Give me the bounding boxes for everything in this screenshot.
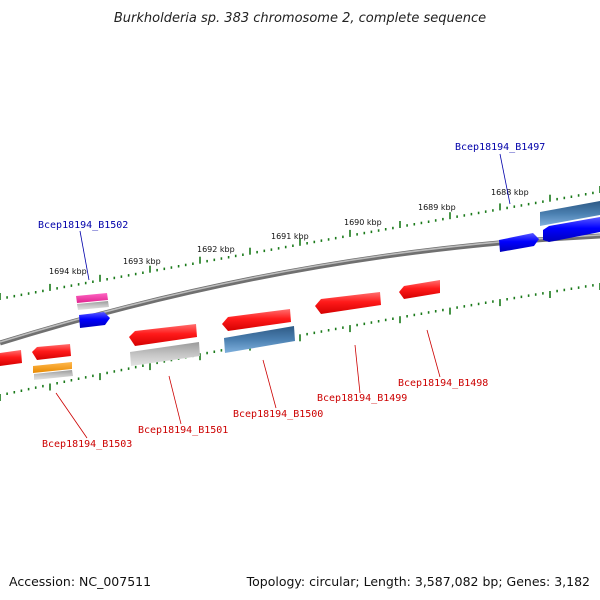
- gene-B1500-steelblue[interactable]: [224, 326, 295, 353]
- tick-label-1694: 1694 kbp: [49, 267, 87, 276]
- genes-forward-strand: [76, 201, 600, 328]
- genome-summary-text: Topology: circular; Length: 3,587,082 bp…: [246, 574, 590, 589]
- gene-feature-gray[interactable]: [77, 301, 109, 310]
- gene-feature-steelblue-right[interactable]: [540, 201, 600, 226]
- gene-label-B1497[interactable]: Bcep18194_B1497: [455, 142, 545, 153]
- tick-label-1689: 1689 kbp: [418, 203, 456, 212]
- genes-reverse-strand: [0, 280, 440, 380]
- tick-label-1691: 1691 kbp: [271, 232, 309, 241]
- tick-labels: 1688 kbp 1689 kbp 1690 kbp 1691 kbp 1692…: [49, 188, 529, 276]
- accession-text: Accession: NC_007511: [9, 574, 151, 589]
- tick-label-1690: 1690 kbp: [344, 218, 382, 227]
- leader-B1497: [499, 153, 511, 205]
- tick-label-1692: 1692 kbp: [197, 245, 235, 254]
- gene-B1501-arrow[interactable]: [129, 324, 197, 346]
- gene-B1498-arrow[interactable]: [399, 280, 440, 299]
- gene-label-B1503[interactable]: Bcep18194_B1503: [42, 439, 132, 450]
- leader-B1500: [262, 359, 277, 409]
- gene-B1497-arrow[interactable]: [499, 233, 539, 252]
- gene-B1502-arrow[interactable]: [79, 312, 110, 328]
- tick-label-1693: 1693 kbp: [123, 257, 161, 266]
- gene-label-B1501[interactable]: Bcep18194_B1501: [138, 425, 228, 436]
- leader-B1499: [354, 344, 361, 394]
- gene-B1499-arrow[interactable]: [315, 292, 381, 314]
- leader-B1498: [426, 329, 441, 378]
- gene-label-B1502[interactable]: Bcep18194_B1502: [38, 220, 128, 231]
- gene-label-B1500[interactable]: Bcep18194_B1500: [233, 409, 323, 420]
- tick-label-1688: 1688 kbp: [491, 188, 529, 197]
- kbp-tick-row-outer: [0, 186, 600, 300]
- gene-feature-blue-right[interactable]: [543, 217, 600, 242]
- gene-feature-pink[interactable]: [76, 293, 108, 303]
- leader-B1502: [79, 230, 90, 281]
- gene-B1503-arrow[interactable]: [32, 344, 71, 360]
- gene-label-B1498[interactable]: Bcep18194_B1498: [398, 378, 488, 389]
- gene-B1503-gray[interactable]: [34, 370, 73, 380]
- gene-feature-red-left-edge[interactable]: [0, 350, 22, 366]
- gene-B1503-orange[interactable]: [33, 362, 72, 373]
- label-leader-lines: [55, 153, 511, 439]
- map-title: Burkholderia sp. 383 chromosome 2, compl…: [114, 11, 486, 26]
- gene-label-B1499[interactable]: Bcep18194_B1499: [317, 393, 407, 404]
- gene-B1501-gray[interactable]: [130, 342, 200, 366]
- leader-B1501: [168, 375, 182, 425]
- chromosome-backbone: [0, 233, 600, 346]
- gene-labels: Bcep18194_B1497 Bcep18194_B1502 Bcep1819…: [38, 142, 545, 450]
- leader-B1503: [55, 392, 88, 439]
- gene-B1500-arrow[interactable]: [222, 309, 291, 331]
